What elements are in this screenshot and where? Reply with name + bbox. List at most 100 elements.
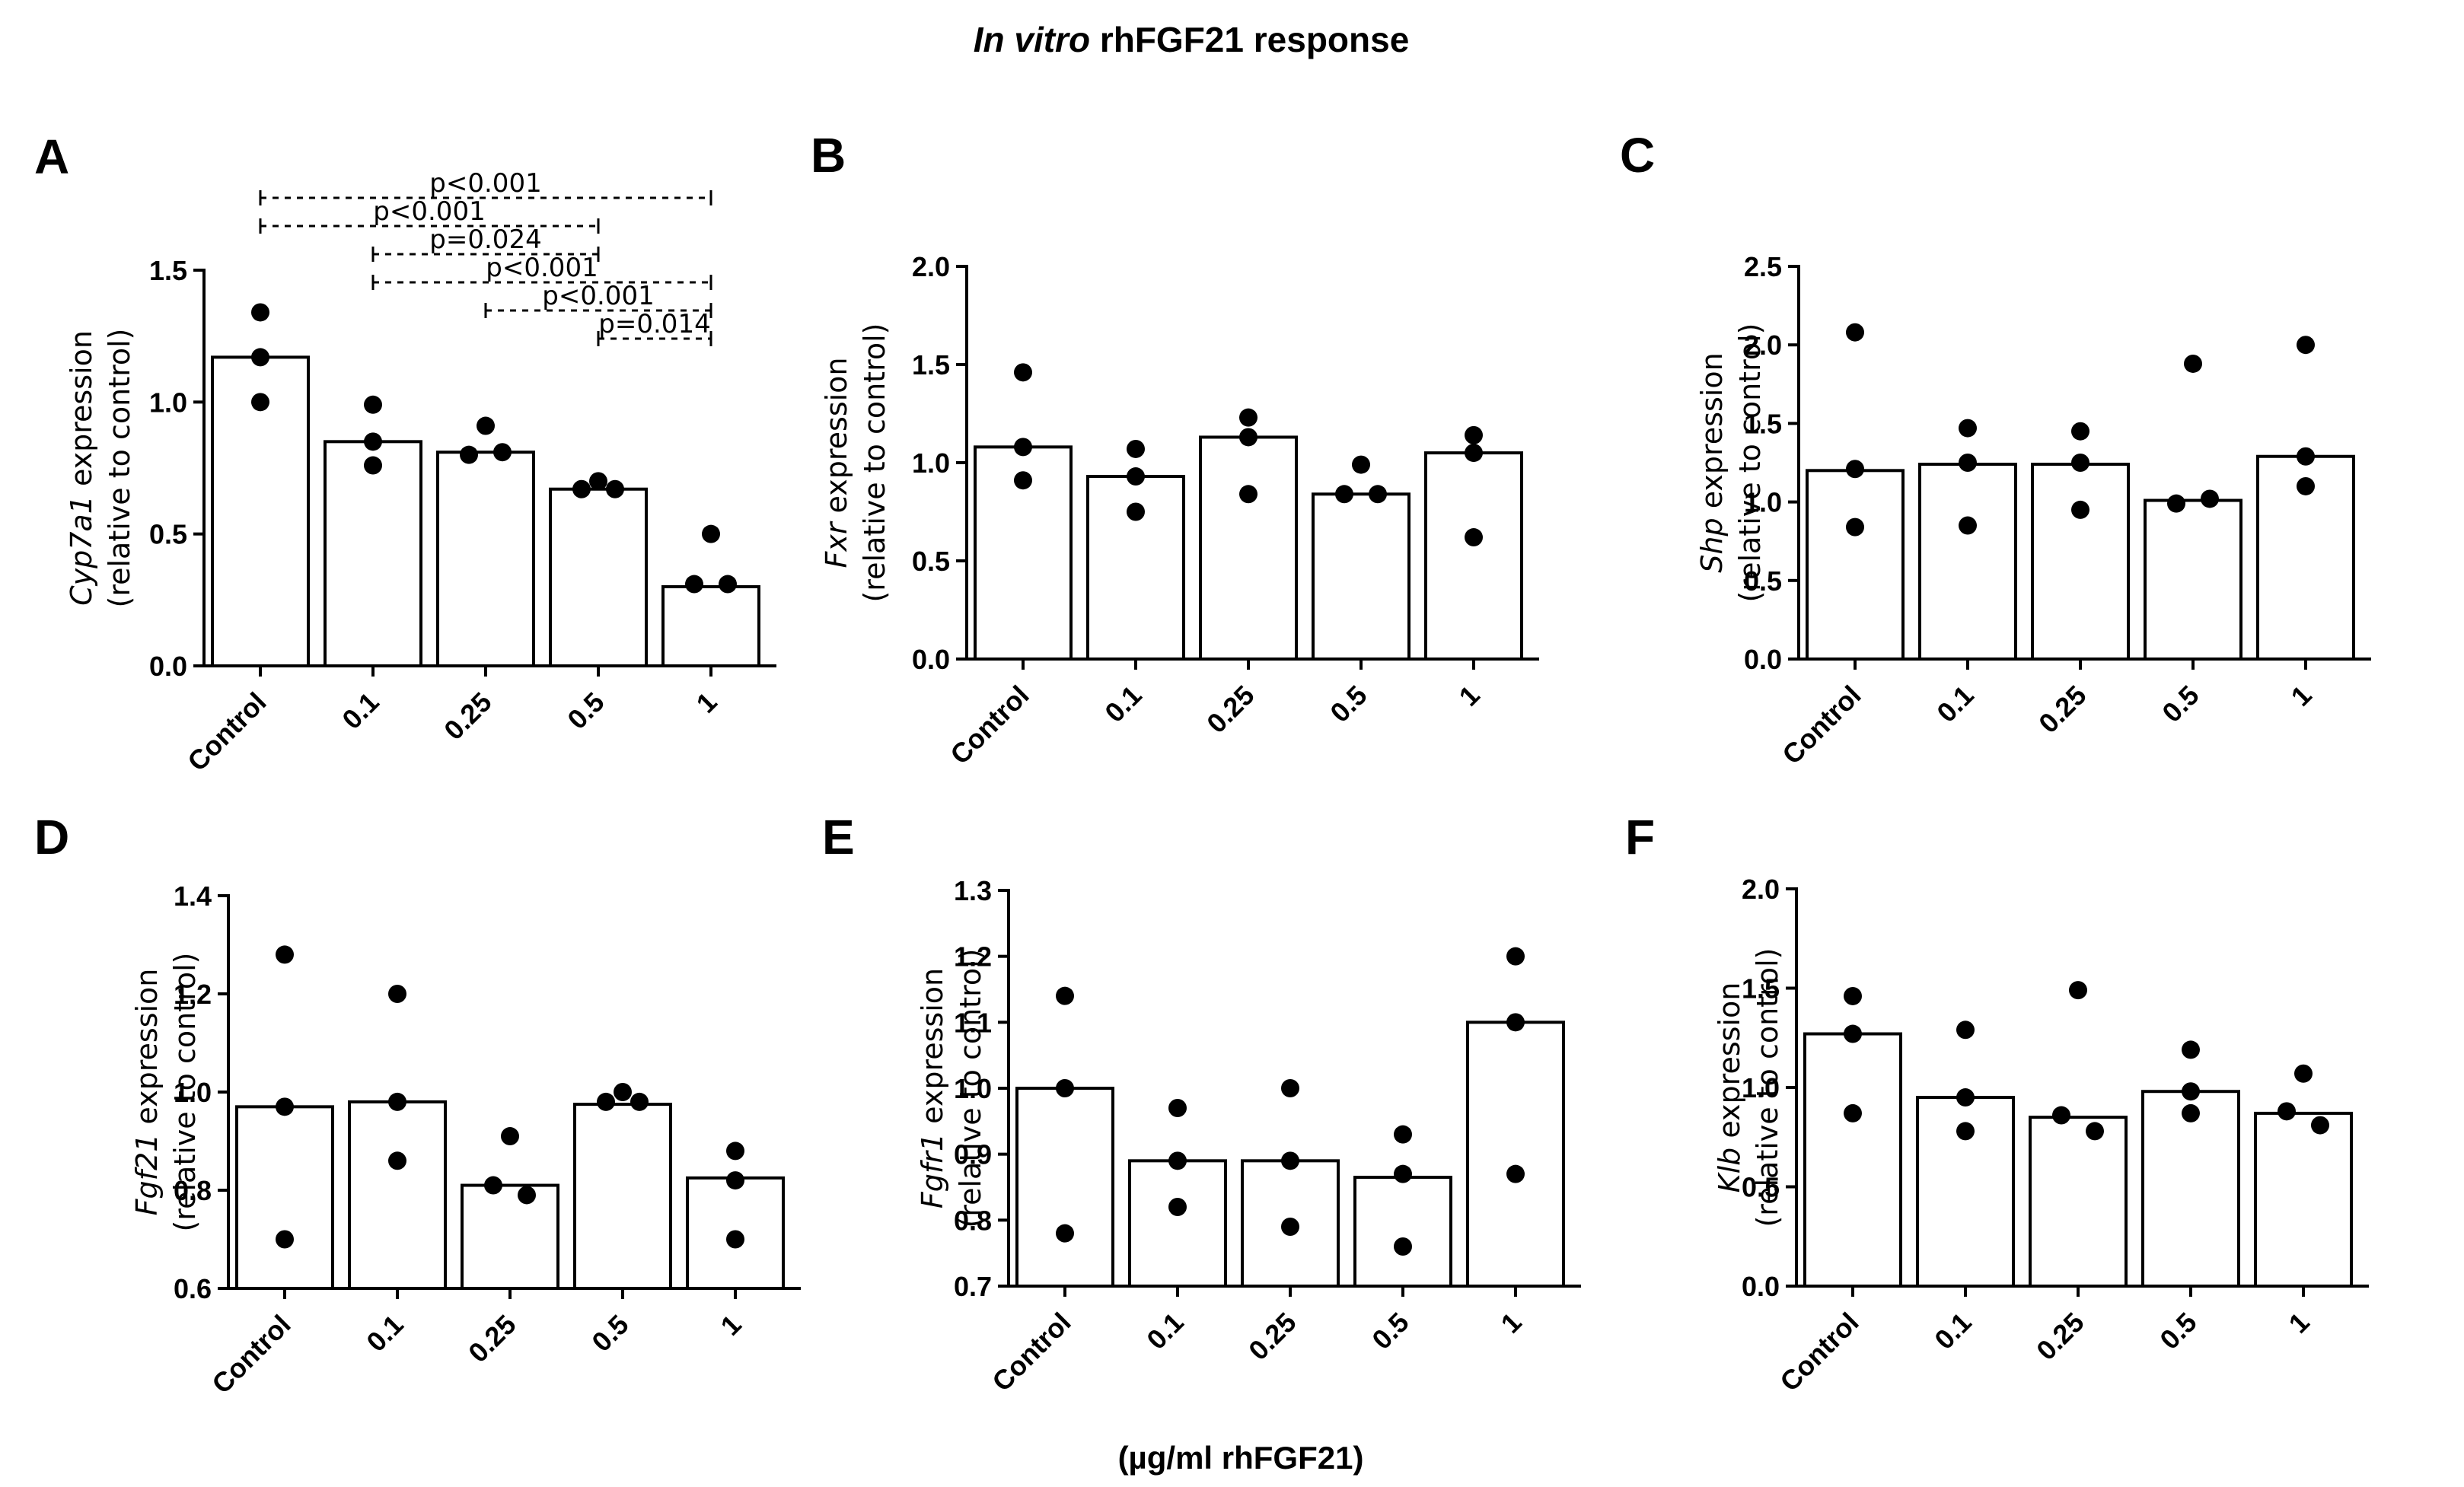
y-axis-label: Fgfr1 expression [916,968,949,1208]
x-tick-label: 0.5 [2153,1307,2202,1355]
y-axis-label-text: expression [65,330,98,495]
data-point [364,456,382,475]
y-axis-label-text: expression [1695,352,1729,517]
panel-letter: D [34,810,69,864]
data-point [501,1127,519,1146]
y-axis-label-gene: Fxr [820,521,853,568]
bar [1424,451,1523,661]
x-tick-label: 0.25 [438,686,498,747]
shared-x-axis-label: (µg/ml rhFGF21) [1118,1440,1364,1476]
p-value-label: p<0.001 [486,253,598,283]
data-point [2294,1064,2313,1083]
data-point [1281,1151,1299,1170]
data-point [518,1186,536,1205]
y-tick-label: 0.0 [1742,1271,1780,1302]
data-point [1846,460,1864,479]
y-tick-label: 0.0 [149,651,187,682]
y-axis-label-gene: Cyp7a1 [65,495,98,606]
y-tick-label: 1.5 [1742,973,1780,1005]
x-tick-label: 0.25 [462,1309,522,1369]
data-point [1394,1237,1412,1256]
y-tick-label: 1.3 [954,875,992,906]
data-point [1127,439,1145,458]
x-tick-label: 0.1 [1928,1307,1977,1355]
data-point [1465,444,1483,463]
data-point [2071,454,2089,472]
x-tick-label: 1 [2283,1307,2316,1339]
data-point [251,348,269,367]
data-point [597,1092,615,1111]
y-axis-label: Cyp7a1 expression [65,330,98,606]
data-point [1168,1198,1187,1216]
data-point [1239,408,1258,427]
x-tick-label: 0.25 [1200,680,1261,740]
data-point [726,1171,744,1190]
data-point [1956,1021,1975,1040]
data-point [477,416,495,435]
data-point [2086,1122,2104,1141]
data-point [1506,1013,1525,1032]
y-axis-label: Fgf21 expression [130,969,164,1216]
y-axis-label-text: expression [820,357,853,522]
y-axis-label: Shp expression [1695,352,1729,572]
bar [2029,1116,2128,1288]
y-tick-label: 0.5 [149,519,187,550]
p-value-label: p<0.001 [373,196,485,227]
panel-letter: B [811,128,846,183]
data-point [1014,363,1032,382]
x-tick-label: 1 [1453,680,1486,712]
x-tick-label: 0.5 [1324,680,1372,728]
x-tick-label: 0.25 [2032,680,2093,740]
data-point [1014,438,1032,457]
bar [348,1100,447,1291]
panel-letter: F [1625,810,1655,864]
y-tick-label: 1.0 [1742,1072,1780,1103]
bar [1312,492,1411,661]
y-axis-label-line2: (relative to control) [858,323,891,602]
panel-letter: E [822,810,855,864]
y-axis-label-line2: (relative to control) [954,948,987,1227]
data-point [1056,986,1074,1005]
data-point [1465,528,1483,547]
panel-f: F 0.0 0.5 1.0 1.5 2.0 Control 0.1 0.25 0.5 1 Klb ex… [1625,810,2369,1397]
y-axis-label-line2: (relative to control) [1751,947,1784,1227]
x-tick-label: Control [206,1309,296,1399]
p-value-label: p=0.014 [598,309,710,339]
data-point [1844,1103,1862,1122]
data-point [276,1230,294,1249]
data-point [1014,471,1032,490]
data-point [251,303,269,322]
data-point [630,1092,649,1111]
p-value-label: p=0.024 [429,224,541,255]
data-point [1239,485,1258,504]
y-tick-label: 0.8 [954,1205,992,1236]
data-point [2311,1116,2329,1135]
y-tick-label: 1.2 [954,941,992,973]
x-tick-label: Control [986,1307,1076,1397]
data-point [2184,354,2202,373]
y-tick-label: 0.9 [954,1139,992,1170]
y-tick-label: 0.6 [174,1273,212,1304]
bar [1806,469,1905,661]
data-point [1394,1164,1412,1183]
data-point [388,1092,406,1111]
y-axis-label-text: expression [1713,982,1746,1148]
y-axis-label-gene: Klb [1713,1148,1746,1193]
panel-e: E 0.7 0.8 0.9 1.0 1.1 1.2 1.3 Control 0.1 0.25 0.5 1… [822,810,1581,1397]
bar [2144,498,2242,661]
data-point [2297,447,2315,466]
y-tick-label: 0.7 [954,1271,992,1302]
data-point [2182,1040,2200,1059]
data-point [1369,485,1387,504]
bar [1128,1159,1227,1288]
bar [1803,1032,1902,1288]
data-point [2069,981,2087,1000]
x-tick-label: 1 [690,686,723,719]
panel-b: B 0.0 0.5 1.0 1.5 2.0 Control 0.1 0.25 0.5 1 Fxr ex… [811,128,1539,770]
bar [2031,463,2130,661]
bar [235,1105,334,1290]
y-axis-label-line2: (relative to control) [103,328,136,607]
data-point [2297,336,2315,355]
data-point [276,945,294,964]
